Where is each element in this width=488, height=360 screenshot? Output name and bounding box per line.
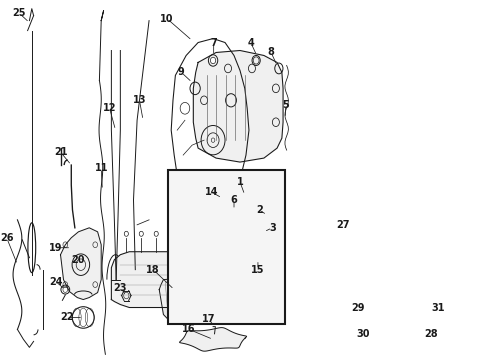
- Text: 29: 29: [351, 302, 365, 312]
- Text: 1: 1: [236, 177, 243, 187]
- Bar: [430, 316, 434, 329]
- Polygon shape: [111, 252, 278, 307]
- Polygon shape: [346, 162, 420, 282]
- Text: 25: 25: [12, 8, 25, 18]
- Text: 4: 4: [247, 37, 254, 48]
- Text: 31: 31: [431, 302, 445, 312]
- Bar: [168, 170, 285, 324]
- Bar: [422, 316, 426, 329]
- Text: 7: 7: [210, 37, 217, 48]
- Text: 23: 23: [113, 283, 127, 293]
- Text: 17: 17: [202, 314, 215, 324]
- Text: 5: 5: [282, 100, 288, 110]
- Text: 12: 12: [102, 103, 116, 113]
- Text: 10: 10: [160, 14, 173, 24]
- Text: 14: 14: [204, 187, 218, 197]
- Polygon shape: [193, 50, 283, 162]
- Text: 22: 22: [60, 312, 73, 323]
- Text: 8: 8: [267, 48, 274, 58]
- Text: 11: 11: [94, 163, 108, 173]
- Polygon shape: [159, 275, 243, 319]
- Text: 20: 20: [72, 255, 85, 265]
- Text: 30: 30: [356, 329, 369, 339]
- Text: 27: 27: [335, 220, 349, 230]
- Bar: [439, 316, 443, 329]
- Polygon shape: [61, 228, 101, 300]
- Text: 26: 26: [0, 233, 13, 243]
- Bar: [417, 316, 421, 329]
- Bar: [435, 316, 439, 329]
- Text: 24: 24: [49, 276, 62, 287]
- Text: 6: 6: [230, 195, 237, 205]
- Circle shape: [210, 57, 215, 64]
- Text: 3: 3: [268, 223, 275, 233]
- Text: 21: 21: [54, 147, 67, 157]
- Bar: [426, 316, 430, 329]
- Text: 16: 16: [182, 324, 196, 334]
- Polygon shape: [179, 328, 246, 351]
- Text: 15: 15: [251, 265, 264, 275]
- Text: 13: 13: [132, 95, 146, 105]
- Text: 19: 19: [49, 243, 62, 253]
- Text: 28: 28: [424, 329, 437, 339]
- Text: 18: 18: [146, 265, 160, 275]
- Text: 9: 9: [178, 67, 184, 77]
- Text: 2: 2: [255, 205, 262, 215]
